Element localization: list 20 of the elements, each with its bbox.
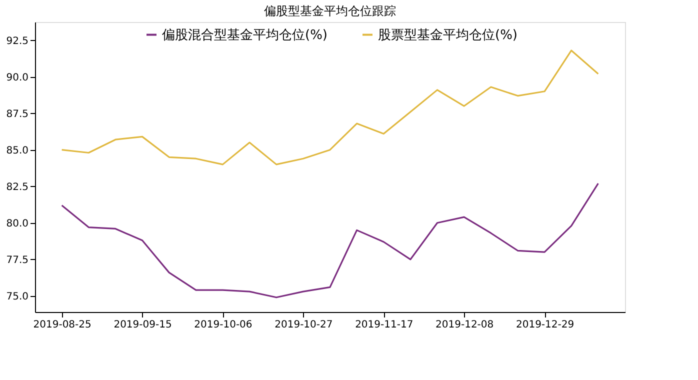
x-tick-label: 2019-11-17 xyxy=(355,320,414,330)
y-tick-label: 90.0 xyxy=(6,72,28,84)
x-tick-label: 2019-10-27 xyxy=(274,320,333,330)
y-tick-label: 80.0 xyxy=(6,218,28,230)
x-tick-label: 2019-12-08 xyxy=(436,320,494,330)
y-tick-label: 92.5 xyxy=(6,36,28,47)
y-tick-label: 82.5 xyxy=(6,182,28,193)
line-series xyxy=(61,182,599,298)
x-tick-label: 2019-08-25 xyxy=(33,320,92,330)
x-tick-label: 2019-10-06 xyxy=(194,320,252,330)
y-tick-label: 85.0 xyxy=(6,145,28,156)
legend-label: 偏股混合型基金平均仓位(%) xyxy=(162,28,328,43)
chart-title: 偏股型基金平均仓位跟踪 xyxy=(264,4,396,18)
y-tick-label: 87.5 xyxy=(6,108,28,120)
line-series xyxy=(61,50,599,166)
y-tick-label: 75.0 xyxy=(6,291,28,302)
x-tick-label: 2019-09-15 xyxy=(114,320,172,330)
y-tick-label: 77.5 xyxy=(6,254,28,266)
legend-label: 股票型基金平均仓位(%) xyxy=(378,28,518,43)
x-tick-label: 2019-12-29 xyxy=(516,320,574,330)
